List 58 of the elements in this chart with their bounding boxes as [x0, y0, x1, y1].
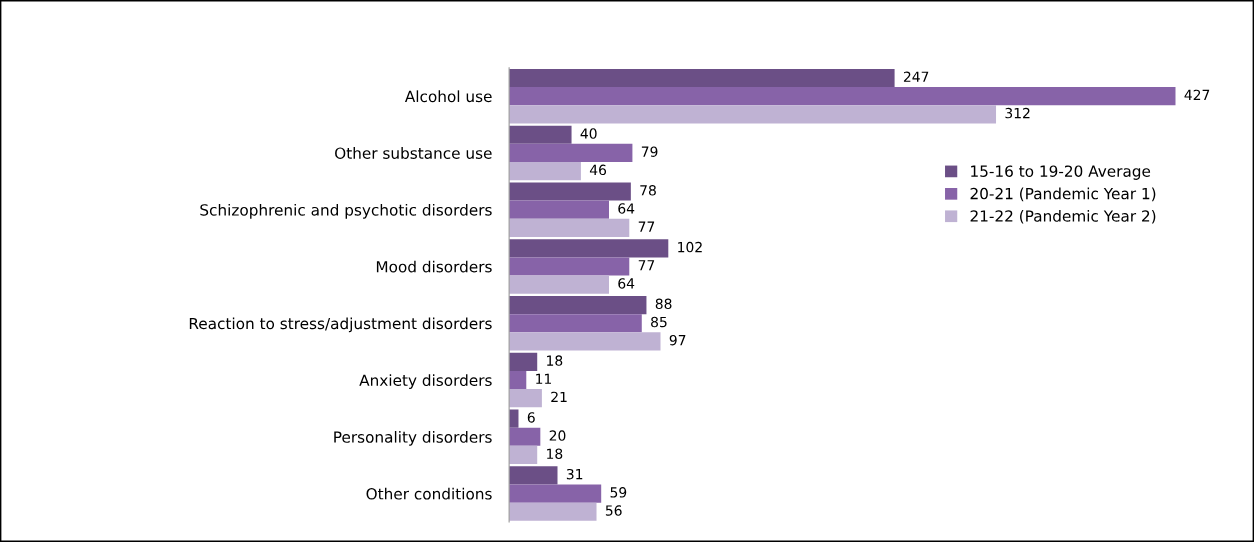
data-label: 64: [618, 203, 635, 214]
data-label: 102: [678, 241, 702, 253]
data-label: 77: [638, 260, 655, 271]
bar: [509, 125, 572, 144]
y-tick-label: Mood disorders: [376, 260, 492, 273]
data-label: 88: [655, 298, 672, 310]
bar: [509, 445, 538, 465]
data-label: 97: [669, 334, 686, 346]
bar: [509, 389, 542, 408]
legend-label: 21-22 (Pandemic Year 2): [970, 209, 1156, 224]
bar: [509, 239, 669, 258]
bar: [509, 370, 527, 390]
data-label: 77: [638, 221, 655, 232]
legend-label: 20-21 (Pandemic Year 1): [970, 187, 1156, 202]
data-label: 78: [640, 185, 656, 196]
y-tick-label: Schizophrenic and psychotic disorders: [200, 203, 492, 219]
bar: [509, 332, 661, 351]
data-label: 21: [551, 391, 567, 403]
legend-label: 15-16 to 19-20 Average: [971, 165, 1151, 180]
y-tick-label: Alcohol use: [404, 90, 492, 103]
bar: [509, 105, 997, 124]
data-label: 6: [527, 412, 535, 423]
bar: [509, 484, 602, 503]
bar: [509, 257, 630, 276]
bar: [509, 295, 647, 315]
data-label: 79: [641, 146, 658, 157]
data-label: 46: [589, 164, 607, 176]
data-label: 31: [566, 468, 583, 480]
data-label: 56: [605, 505, 622, 516]
data-label: 64: [618, 278, 635, 289]
bar: [509, 427, 541, 446]
bar: [509, 314, 642, 333]
bar: [509, 162, 581, 181]
data-label: 312: [1005, 107, 1030, 119]
bar: [509, 275, 609, 294]
y-tick-label: Other substance use: [335, 147, 492, 159]
bar: [509, 68, 895, 88]
bar: [509, 466, 558, 485]
y-tick-label: Reaction to stress/adjustment disorders: [189, 317, 492, 333]
data-label: 11: [536, 373, 552, 384]
bar: [509, 182, 631, 201]
data-label: 85: [651, 316, 667, 328]
data-label: 40: [580, 128, 597, 139]
y-tick-label: Anxiety disorders: [359, 374, 492, 389]
bar: [509, 143, 633, 162]
y-tick-label: Other conditions: [366, 487, 492, 500]
data-label: 18: [547, 448, 563, 459]
data-label: 18: [547, 355, 563, 366]
bar: [509, 218, 630, 237]
data-label: 247: [903, 71, 929, 82]
bar: [509, 200, 609, 219]
data-label: 20: [549, 430, 566, 441]
bar: [509, 502, 597, 521]
bar: [509, 87, 1176, 106]
bar: [509, 352, 538, 371]
data-label: 59: [610, 487, 627, 498]
y-tick-label: Personality disorders: [334, 430, 492, 446]
data-label: 427: [1184, 89, 1210, 100]
